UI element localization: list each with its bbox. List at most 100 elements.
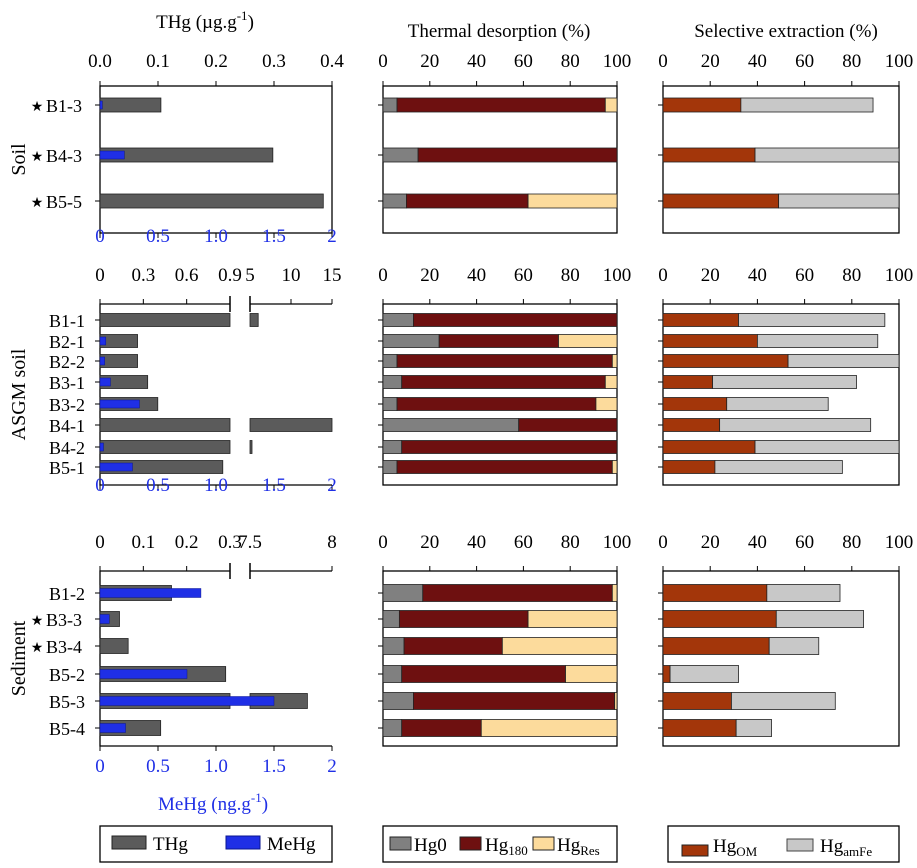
hg0-segment xyxy=(382,147,419,163)
mehg-tick-label: 2 xyxy=(327,475,337,496)
sample-label: B3-1 xyxy=(49,373,85,393)
mehg-tick-label: 1.5 xyxy=(262,756,286,777)
sample-label: B1-3 xyxy=(46,96,82,116)
hgamfe-segment xyxy=(669,665,739,683)
hg0-segment xyxy=(382,418,520,432)
percent-tick-label: 20 xyxy=(701,265,720,286)
legend-swatch-hgom xyxy=(681,844,709,857)
star-marker: ★ xyxy=(31,196,44,211)
mehg-bar xyxy=(99,150,125,160)
thg-bar xyxy=(249,418,333,432)
sample-label: B5-3 xyxy=(49,692,85,712)
hgres-segment xyxy=(611,460,618,474)
thg-tick-label: 0.9 xyxy=(218,265,242,286)
hgom-segment xyxy=(662,193,780,209)
percent-tick-label: 100 xyxy=(885,532,914,553)
hg0-segment xyxy=(382,397,398,411)
hgres-segment xyxy=(565,665,618,683)
percent-tick-label: 80 xyxy=(561,265,580,286)
hgamfe-segment xyxy=(740,97,874,113)
thg-tick-label: 7.5 xyxy=(238,532,262,553)
hgamfe-segment xyxy=(714,460,843,474)
sample-label: B3-3 xyxy=(46,610,82,630)
hgamfe-segment xyxy=(731,692,836,710)
hgom-segment xyxy=(662,397,728,411)
selective-panel-frame xyxy=(662,303,900,486)
mehg-bar xyxy=(99,614,110,624)
hgom-segment xyxy=(662,334,758,348)
star-marker: ★ xyxy=(31,614,44,629)
percent-tick-label: 60 xyxy=(514,532,533,553)
mehg-bar xyxy=(99,100,103,110)
mehg-bar xyxy=(99,462,133,472)
mehg-bar xyxy=(99,696,275,706)
legend-box-thg xyxy=(99,825,333,863)
hg180-segment xyxy=(401,665,566,683)
hg0-segment xyxy=(382,692,414,710)
hg0-segment xyxy=(382,334,440,348)
hgres-segment xyxy=(614,692,618,710)
legend-label-hgres: HgRes xyxy=(557,835,600,858)
hgamfe-segment xyxy=(712,375,857,389)
sample-label: B5-1 xyxy=(49,458,85,478)
legend-label-hg180: Hg180 xyxy=(485,835,528,858)
percent-tick-label: 20 xyxy=(420,51,439,72)
legend-swatch-mehg xyxy=(225,835,261,850)
hg180-segment xyxy=(396,354,613,368)
percent-tick-label: 80 xyxy=(561,51,580,72)
hg180-segment xyxy=(396,397,597,411)
hg180-segment xyxy=(417,147,618,163)
percent-tick-label: 80 xyxy=(842,532,861,553)
legend-label-mehg: MeHg xyxy=(267,834,316,855)
sample-label: B1-1 xyxy=(49,311,85,331)
sample-label: B3-4 xyxy=(46,637,82,657)
thg-tick-label: 0.3 xyxy=(131,265,155,286)
percent-tick-label: 40 xyxy=(467,265,486,286)
legend-swatch-hg0 xyxy=(389,836,412,851)
thg-tick-label: 0.3 xyxy=(262,51,286,72)
hg180-segment xyxy=(396,460,613,474)
hg0-segment xyxy=(382,97,398,113)
mehg-bar xyxy=(99,442,104,452)
hg180-segment xyxy=(401,719,482,737)
thermal-desorption-header: Thermal desorption (%) xyxy=(408,21,591,42)
mehg-tick-label: 0 xyxy=(95,756,105,777)
hgom-segment xyxy=(662,692,732,710)
group-label: ASGM soil xyxy=(8,348,30,440)
mehg-tick-label: 0.5 xyxy=(146,756,170,777)
hgom-segment xyxy=(662,610,777,628)
thg-tick-label: 15 xyxy=(323,265,342,286)
hg180-segment xyxy=(438,334,559,348)
hgom-segment xyxy=(662,418,721,432)
thg-bar xyxy=(99,313,231,327)
hg180-segment xyxy=(422,584,613,602)
mehg-bar xyxy=(99,399,140,409)
thg-bar xyxy=(99,638,129,654)
legend-swatch-hg180 xyxy=(459,836,482,851)
thg-tick-label: 10 xyxy=(282,265,301,286)
thg-tick-label: 0.4 xyxy=(320,51,344,72)
legend-label-thg: THg xyxy=(153,834,188,855)
hgamfe-segment xyxy=(787,354,900,368)
percent-tick-label: 80 xyxy=(842,265,861,286)
bar-layer xyxy=(99,97,900,737)
sample-label: B4-3 xyxy=(46,146,82,166)
mehg-tick-label: 1.0 xyxy=(204,475,228,496)
legend-swatch-hgamfe xyxy=(786,838,814,852)
percent-tick-label: 60 xyxy=(514,265,533,286)
hgres-segment xyxy=(595,397,618,411)
hgamfe-segment xyxy=(757,334,879,348)
hgamfe-segment xyxy=(754,147,900,163)
mehg-tick-label: 1.0 xyxy=(204,226,228,247)
star-marker: ★ xyxy=(31,150,44,165)
thg-tick-label: 8 xyxy=(327,532,337,553)
group-label: Soil xyxy=(8,143,30,176)
thg-tick-label: 0.1 xyxy=(131,532,155,553)
hgamfe-segment xyxy=(775,610,865,628)
thg-bar xyxy=(249,440,253,454)
hgamfe-segment xyxy=(738,313,886,327)
mehg-bar xyxy=(99,588,202,598)
mehg-bar xyxy=(99,669,188,679)
hgres-segment xyxy=(604,375,618,389)
